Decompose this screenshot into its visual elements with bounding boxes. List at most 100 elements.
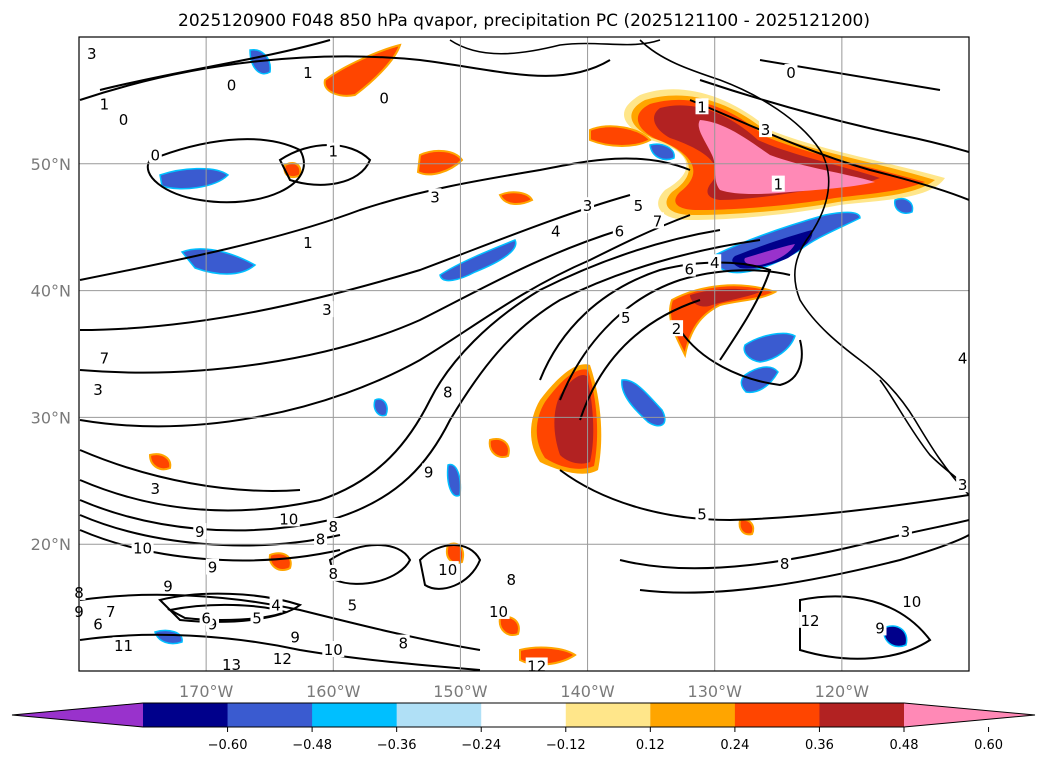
contour-label: 6 (201, 609, 211, 627)
contour-east-3 (619, 519, 969, 570)
contour-label: 8 (507, 571, 517, 589)
precip-tropic2 (268, 552, 292, 572)
contour-label: 10 (279, 510, 298, 528)
contour-label-bg (104, 602, 118, 619)
precip-calif-dark (690, 288, 760, 307)
qvapor-contours (79, 39, 969, 671)
neg-jetband (439, 239, 517, 282)
neg-westpac (159, 167, 230, 190)
contour-label: 6 (685, 261, 695, 279)
contour-9 (79, 529, 341, 562)
contour-label-bg (682, 260, 696, 277)
contour-label-bg (396, 634, 410, 651)
contour-4 (79, 229, 621, 374)
contour-label: 0 (379, 89, 389, 107)
contour-label-bg (117, 110, 130, 127)
colorbar-tick-label: 0.24 (720, 738, 749, 753)
contour-north-0 (759, 59, 941, 91)
contour-label: 1 (329, 143, 339, 161)
contour-label: 9 (163, 578, 173, 596)
contour-label-bg (549, 222, 563, 239)
neg-calif2 (740, 366, 779, 394)
contour-label-bg (326, 517, 340, 534)
contour-south-loop (559, 469, 969, 522)
contour-east-8 (639, 534, 969, 594)
contour-label: 8 (329, 565, 339, 583)
lon-tick-label: 130°W (688, 682, 743, 701)
contour-label-bg (326, 142, 340, 159)
contour-label: 5 (348, 597, 358, 615)
contour-label-bg (112, 637, 135, 654)
contour-label: 8 (780, 555, 790, 573)
lon-tick-label: 120°W (815, 682, 870, 701)
contour-label-bg (320, 301, 334, 318)
colorbar-tick-label: 0.48 (890, 738, 919, 753)
contour-label: 9 (195, 523, 205, 541)
contour-label: 0 (227, 77, 237, 95)
contour-label-bg (269, 596, 283, 613)
contour-label: 9 (424, 463, 434, 481)
colorbar-tick-label: 0.12 (636, 738, 665, 753)
contour-label: 5 (634, 197, 644, 215)
contour-cal-2 (679, 329, 803, 387)
contour-label: 5 (252, 609, 262, 627)
contour-coast-1 (689, 99, 969, 201)
contour-label: 1 (697, 98, 707, 116)
contour-label-bg (161, 577, 175, 594)
contour-label: 3 (151, 480, 161, 498)
contour-label: 10 (133, 540, 152, 558)
colorbar-outline (11, 702, 1036, 728)
contour-tropic-10 (418, 544, 482, 590)
contour-label-bg (504, 571, 518, 588)
contour-label: 10 (438, 561, 457, 579)
contour-label: 7 (106, 603, 116, 621)
contour-label: 10 (489, 603, 508, 621)
contour-label: 8 (443, 384, 453, 402)
colorbar-tick-label: −0.36 (377, 738, 417, 753)
contour-label-bg (193, 523, 207, 540)
contour-label-bg (345, 596, 359, 613)
colorbar-tick-label: 0.36 (805, 738, 834, 753)
lon-tick-label: 140°W (560, 682, 615, 701)
contour-0-north (99, 39, 331, 91)
contour-8 (79, 514, 341, 547)
contour-label: 5 (621, 309, 631, 327)
contour-label-bg (956, 476, 970, 493)
latitude-tick-labels: 20°N 30°N 40°N 50°N (31, 155, 71, 554)
precip-tropic5 (488, 438, 510, 458)
contour-1-north (79, 55, 611, 101)
colorbar-tick-label: 0.60 (974, 738, 1003, 753)
precip-nc-pac2 (498, 191, 534, 205)
colorbar-extend-low (12, 703, 143, 727)
colorbar: −0.60 −0.48 −0.36 −0.24 −0.12 0.12 0.24 0.36 0.4… (11, 702, 1036, 753)
colorbar-tick-label: −0.24 (461, 738, 501, 753)
contour-label-bg (778, 554, 792, 571)
neg-central (373, 398, 388, 417)
contour-label-bg (271, 649, 294, 666)
contour-inner-5 (539, 261, 772, 381)
contour-label: 12 (527, 657, 546, 675)
contour-label: 3 (583, 197, 593, 215)
contour-3 (79, 194, 631, 331)
contour-label-bg (314, 530, 328, 547)
contour-label-bg (612, 222, 626, 239)
contour-label: 5 (697, 505, 707, 523)
contour-label: 13 (222, 656, 241, 674)
contour-label-bg (91, 615, 105, 632)
contour-label: 1 (774, 176, 784, 194)
contour-label-bg (670, 320, 684, 337)
lat-tick-label: 20°N (31, 535, 71, 554)
precip-gulf-alaska (589, 125, 652, 147)
neg-tropic3 (154, 629, 183, 645)
contour-label: 3 (761, 121, 771, 139)
contour-label: 3 (322, 301, 332, 319)
neg-oregon-purple (744, 244, 795, 266)
contour-label-bg (873, 619, 887, 636)
contour-label-bg (581, 197, 595, 214)
contour-5 (79, 214, 691, 428)
contour-label-bg (784, 64, 798, 81)
colorbar-segment (312, 703, 398, 727)
lon-tick-label: 150°W (433, 682, 488, 701)
figure-title: 2025120900 F048 850 hPa qvapor, precipit… (178, 11, 870, 31)
contour-label: 7 (100, 349, 110, 367)
